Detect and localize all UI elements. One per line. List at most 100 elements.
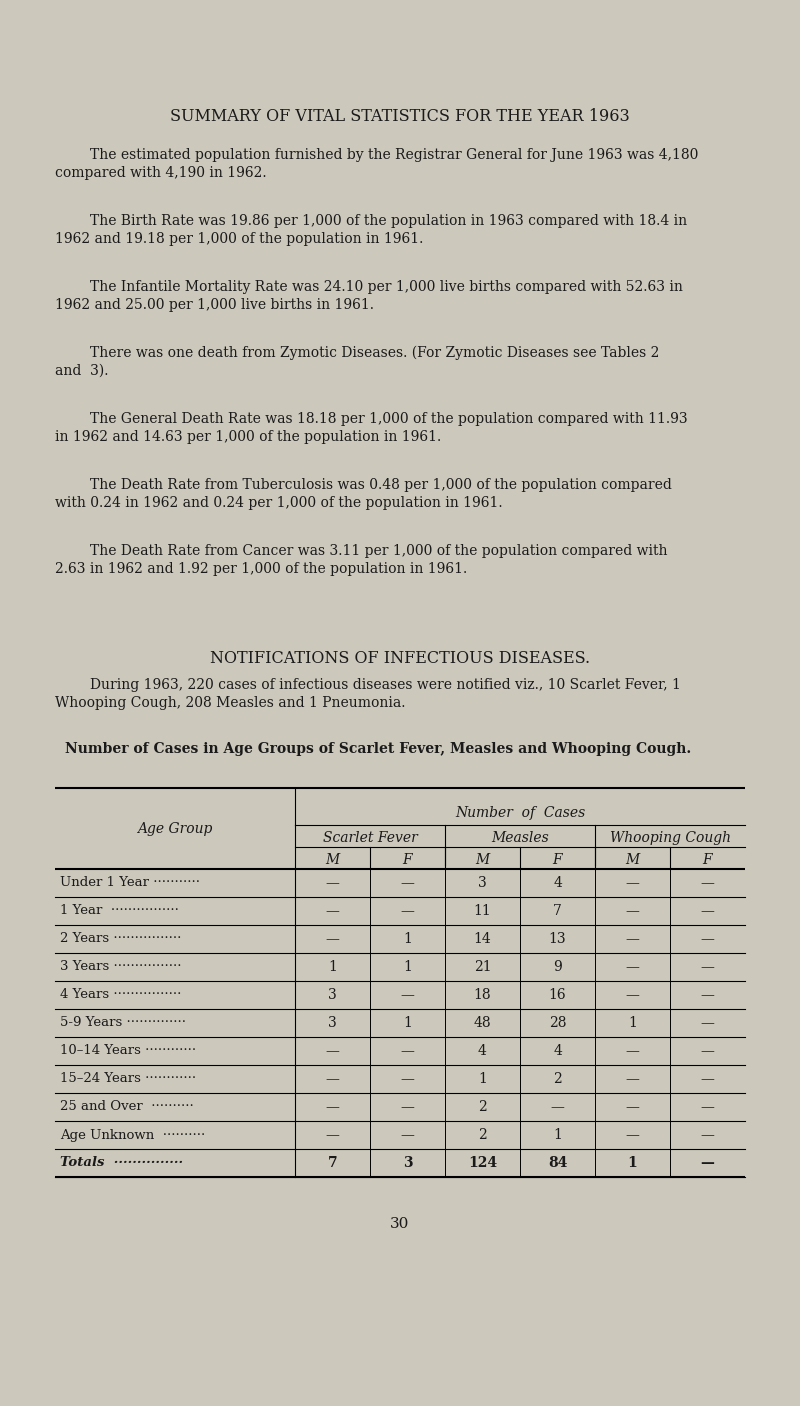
- Text: 1: 1: [403, 1017, 412, 1031]
- Text: 5-9 Years ··············: 5-9 Years ··············: [60, 1017, 186, 1029]
- Text: The General Death Rate was 18.18 per 1,000 of the population compared with 11.93: The General Death Rate was 18.18 per 1,0…: [55, 412, 688, 426]
- Text: F: F: [553, 853, 562, 868]
- Text: 1: 1: [403, 932, 412, 946]
- Text: The Infantile Mortality Rate was 24.10 per 1,000 live births compared with 52.63: The Infantile Mortality Rate was 24.10 p…: [55, 280, 683, 294]
- Text: The estimated population furnished by the Registrar General for June 1963 was 4,: The estimated population furnished by th…: [55, 148, 698, 162]
- Text: 84: 84: [548, 1156, 567, 1170]
- Text: 3: 3: [328, 988, 337, 1002]
- Text: 9: 9: [553, 960, 562, 974]
- Text: SUMMARY OF VITAL STATISTICS FOR THE YEAR 1963: SUMMARY OF VITAL STATISTICS FOR THE YEAR…: [170, 108, 630, 125]
- Text: —: —: [626, 1071, 639, 1085]
- Text: —: —: [626, 932, 639, 946]
- Text: 1962 and 25.00 per 1,000 live births in 1961.: 1962 and 25.00 per 1,000 live births in …: [55, 298, 374, 312]
- Text: The Death Rate from Cancer was 3.11 per 1,000 of the population compared with: The Death Rate from Cancer was 3.11 per …: [55, 544, 667, 558]
- Text: 1: 1: [553, 1128, 562, 1142]
- Text: 1 Year  ················: 1 Year ················: [60, 904, 179, 918]
- Text: 16: 16: [549, 988, 566, 1002]
- Text: 10–14 Years ············: 10–14 Years ············: [60, 1045, 196, 1057]
- Text: 1962 and 19.18 per 1,000 of the population in 1961.: 1962 and 19.18 per 1,000 of the populati…: [55, 232, 423, 246]
- Text: 1: 1: [478, 1071, 487, 1085]
- Text: and  3).: and 3).: [55, 364, 109, 378]
- Text: F: F: [702, 853, 712, 868]
- Text: —: —: [550, 1099, 565, 1114]
- Text: There was one death from Zymotic Diseases. (For Zymotic Diseases see Tables 2: There was one death from Zymotic Disease…: [55, 346, 659, 360]
- Text: 28: 28: [549, 1017, 566, 1031]
- Text: 1: 1: [403, 960, 412, 974]
- Text: —: —: [701, 1071, 714, 1085]
- Text: 2: 2: [478, 1099, 487, 1114]
- Text: —: —: [401, 1128, 414, 1142]
- Text: 3: 3: [328, 1017, 337, 1031]
- Text: —: —: [701, 932, 714, 946]
- Text: 4: 4: [478, 1045, 487, 1057]
- Text: 2: 2: [478, 1128, 487, 1142]
- Text: M: M: [626, 853, 640, 868]
- Text: —: —: [701, 1156, 714, 1170]
- Text: —: —: [701, 1099, 714, 1114]
- Text: —: —: [326, 1128, 339, 1142]
- Text: 21: 21: [474, 960, 491, 974]
- Text: —: —: [326, 1045, 339, 1057]
- Text: —: —: [326, 932, 339, 946]
- Text: 11: 11: [474, 904, 491, 918]
- Text: —: —: [701, 876, 714, 890]
- Text: —: —: [701, 1045, 714, 1057]
- Text: 3 Years ················: 3 Years ················: [60, 960, 182, 973]
- Text: in 1962 and 14.63 per 1,000 of the population in 1961.: in 1962 and 14.63 per 1,000 of the popul…: [55, 430, 442, 444]
- Text: 1: 1: [328, 960, 337, 974]
- Text: During 1963, 220 cases of infectious diseases were notified viz., 10 Scarlet Fev: During 1963, 220 cases of infectious dis…: [55, 678, 681, 692]
- Text: —: —: [401, 904, 414, 918]
- Text: 48: 48: [474, 1017, 491, 1031]
- Text: 4: 4: [553, 1045, 562, 1057]
- Text: Age Group: Age Group: [138, 821, 213, 835]
- Text: —: —: [701, 1128, 714, 1142]
- Text: —: —: [401, 988, 414, 1002]
- Text: —: —: [701, 904, 714, 918]
- Text: 7: 7: [328, 1156, 338, 1170]
- Text: Whooping Cough: Whooping Cough: [610, 831, 730, 845]
- Text: Under 1 Year ···········: Under 1 Year ···········: [60, 876, 200, 890]
- Text: —: —: [326, 1071, 339, 1085]
- Text: 13: 13: [549, 932, 566, 946]
- Text: 2.63 in 1962 and 1.92 per 1,000 of the population in 1961.: 2.63 in 1962 and 1.92 per 1,000 of the p…: [55, 562, 467, 576]
- Text: F: F: [402, 853, 412, 868]
- Text: 2 Years ················: 2 Years ················: [60, 932, 182, 945]
- Text: —: —: [626, 904, 639, 918]
- Text: The Death Rate from Tuberculosis was 0.48 per 1,000 of the population compared: The Death Rate from Tuberculosis was 0.4…: [55, 478, 672, 492]
- Text: 7: 7: [553, 904, 562, 918]
- Text: 25 and Over  ··········: 25 and Over ··········: [60, 1101, 194, 1114]
- Text: —: —: [401, 1099, 414, 1114]
- Text: 4 Years ················: 4 Years ················: [60, 988, 182, 1001]
- Text: Number of Cases in Age Groups of Scarlet Fever, Measles and Whooping Cough.: Number of Cases in Age Groups of Scarlet…: [65, 742, 691, 756]
- Text: Scarlet Fever: Scarlet Fever: [322, 831, 418, 845]
- Text: —: —: [626, 876, 639, 890]
- Text: —: —: [626, 988, 639, 1002]
- Text: 30: 30: [390, 1218, 410, 1232]
- Text: 14: 14: [474, 932, 491, 946]
- Text: —: —: [626, 960, 639, 974]
- Text: compared with 4,190 in 1962.: compared with 4,190 in 1962.: [55, 166, 266, 180]
- Text: 2: 2: [553, 1071, 562, 1085]
- Text: —: —: [701, 1017, 714, 1031]
- Text: 124: 124: [468, 1156, 497, 1170]
- Text: NOTIFICATIONS OF INFECTIOUS DISEASES.: NOTIFICATIONS OF INFECTIOUS DISEASES.: [210, 650, 590, 666]
- Text: M: M: [475, 853, 490, 868]
- Text: Whooping Cough, 208 Measles and 1 Pneumonia.: Whooping Cough, 208 Measles and 1 Pneumo…: [55, 696, 406, 710]
- Text: —: —: [626, 1128, 639, 1142]
- Text: —: —: [401, 1045, 414, 1057]
- Text: 1: 1: [628, 1156, 638, 1170]
- Text: 15–24 Years ············: 15–24 Years ············: [60, 1073, 196, 1085]
- Text: 3: 3: [478, 876, 487, 890]
- Text: —: —: [401, 876, 414, 890]
- Text: with 0.24 in 1962 and 0.24 per 1,000 of the population in 1961.: with 0.24 in 1962 and 0.24 per 1,000 of …: [55, 496, 502, 510]
- Text: —: —: [326, 1099, 339, 1114]
- Text: Measles: Measles: [491, 831, 549, 845]
- Text: Totals  ···············: Totals ···············: [60, 1157, 183, 1170]
- Text: 3: 3: [402, 1156, 412, 1170]
- Text: —: —: [326, 904, 339, 918]
- Text: —: —: [701, 988, 714, 1002]
- Text: Age Unknown  ··········: Age Unknown ··········: [60, 1129, 206, 1142]
- Text: —: —: [626, 1045, 639, 1057]
- Text: 1: 1: [628, 1017, 637, 1031]
- Text: —: —: [401, 1071, 414, 1085]
